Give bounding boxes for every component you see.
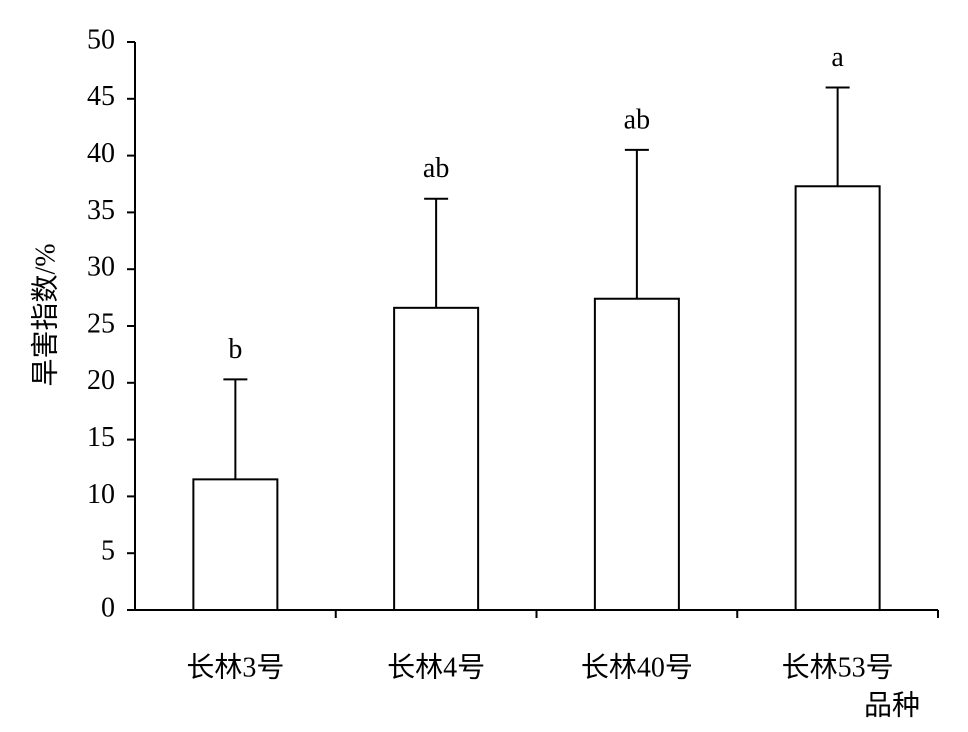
- bar: [593, 297, 680, 611]
- y-tick-label: 25: [87, 308, 115, 339]
- significance-label: a: [831, 42, 844, 73]
- significance-label: ab: [423, 153, 449, 184]
- y-tick-label: 15: [87, 422, 115, 453]
- x-tick-label: 长林4号: [387, 651, 485, 683]
- x-tick-label: 长林3号: [186, 651, 284, 683]
- x-tick-label: 长林53号: [782, 651, 894, 683]
- significance-label: b: [228, 334, 242, 365]
- y-tick-label: 50: [87, 24, 115, 55]
- y-tick-label: 40: [87, 138, 115, 169]
- significance-label: ab: [624, 104, 650, 135]
- y-tick-label: 20: [87, 365, 115, 396]
- x-tick-label: 长林40号: [581, 651, 693, 683]
- y-tick-label: 5: [101, 536, 115, 567]
- y-tick-label: 0: [101, 592, 115, 623]
- bar: [192, 478, 279, 611]
- y-tick-label: 45: [87, 81, 115, 112]
- bar: [393, 306, 480, 611]
- y-axis-label: 旱害指数/%: [29, 243, 61, 386]
- y-tick-label: 10: [87, 479, 115, 510]
- y-tick-label: 35: [87, 195, 115, 226]
- y-tick-label: 30: [87, 252, 115, 283]
- bar: [794, 185, 881, 611]
- x-axis-label: 品种: [864, 689, 920, 721]
